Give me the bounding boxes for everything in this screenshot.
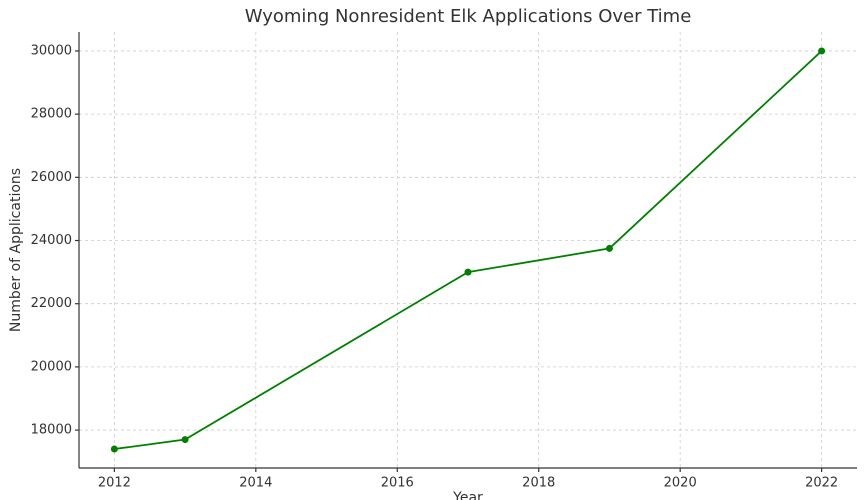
y-tick-label: 24000	[31, 233, 72, 248]
x-tick-label: 2020	[664, 476, 697, 491]
x-tick-label: 2014	[239, 476, 272, 491]
y-tick-label: 30000	[31, 43, 72, 58]
data-line	[114, 50, 823, 450]
y-tick-label: 22000	[31, 296, 72, 311]
data-point	[818, 47, 826, 55]
x-axis-label: Year	[452, 490, 483, 500]
y-axis-label: Number of Applications	[8, 168, 24, 332]
x-tick-label: 2012	[98, 476, 131, 491]
chart-title: Wyoming Nonresident Elk Applications Ove…	[245, 6, 692, 27]
x-tick-label: 2022	[805, 476, 838, 491]
x-tick-label: 2018	[522, 476, 555, 491]
data-point	[181, 436, 189, 444]
data-point	[464, 268, 472, 276]
y-tick-label: 18000	[31, 423, 72, 438]
y-tick-label: 26000	[31, 170, 72, 185]
x-tick-label: 2016	[381, 476, 414, 491]
y-tick-label: 28000	[31, 107, 72, 122]
data-point	[605, 244, 613, 252]
y-tick-label: 20000	[31, 359, 72, 374]
data-point	[110, 445, 118, 453]
